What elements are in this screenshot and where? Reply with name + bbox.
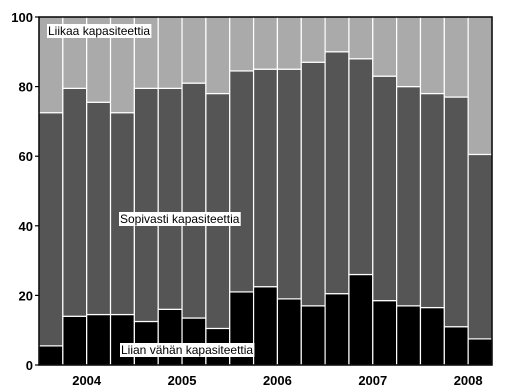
annotation-mid: Sopivasti kapasiteettia bbox=[119, 212, 241, 226]
x-tick-label-2007: 2007 bbox=[358, 373, 387, 388]
annotation-bg-low bbox=[120, 343, 255, 357]
bar-segment-low-14 bbox=[372, 300, 398, 366]
bar-segment-high-8 bbox=[229, 16, 255, 72]
annotation-bg-mid bbox=[119, 212, 241, 226]
bar-segment-mid-11 bbox=[300, 61, 326, 307]
bar-segment-mid-13 bbox=[348, 58, 374, 276]
bar-segment-low-0 bbox=[38, 345, 64, 366]
bar-segment-mid-15 bbox=[396, 85, 422, 307]
bar-segment-low-1 bbox=[62, 315, 88, 366]
bar-segment-high-11 bbox=[300, 16, 326, 63]
bar-segment-high-12 bbox=[324, 16, 350, 53]
annotation-low: Liian vähän kapasiteettia bbox=[120, 343, 255, 357]
bar-segment-mid-1 bbox=[62, 87, 88, 317]
x-tick-label-2008: 2008 bbox=[454, 373, 483, 388]
annotation-text-low: Liian vähän kapasiteettia bbox=[121, 343, 253, 357]
bar-segment-mid-5 bbox=[157, 87, 183, 310]
bar-segment-mid-7 bbox=[205, 92, 231, 330]
bar-segment-high-7 bbox=[205, 16, 231, 95]
bar-segment-low-10 bbox=[276, 298, 302, 366]
y-tick-label-20: 20 bbox=[19, 288, 33, 303]
bar-segment-high-16 bbox=[419, 16, 445, 95]
bar-segment-high-9 bbox=[252, 16, 279, 70]
bar-segment-low-6 bbox=[181, 317, 207, 366]
bar-segment-mid-16 bbox=[419, 92, 445, 309]
bar-segment-low-15 bbox=[396, 305, 422, 366]
bar-segment-low-3 bbox=[109, 313, 135, 366]
y-tick-label-0: 0 bbox=[26, 358, 33, 373]
plot-frame bbox=[38, 16, 493, 366]
bar-segment-high-14 bbox=[372, 16, 398, 77]
bar-segment-high-10 bbox=[276, 16, 302, 70]
bar-segment-mid-6 bbox=[181, 82, 207, 319]
bar-segment-low-18 bbox=[467, 338, 493, 366]
annotation-bg-high bbox=[47, 24, 152, 38]
bar-segment-mid-4 bbox=[133, 87, 159, 323]
bar-segment-high-6 bbox=[181, 16, 207, 84]
x-tick-label-2004: 2004 bbox=[72, 373, 102, 388]
y-tick-label-100: 100 bbox=[11, 10, 33, 25]
bar-segment-mid-0 bbox=[38, 112, 64, 347]
bar-segment-mid-2 bbox=[86, 101, 112, 316]
bar-segment-low-13 bbox=[348, 273, 374, 366]
annotation-text-mid: Sopivasti kapasiteettia bbox=[120, 212, 240, 226]
bar-segment-low-2 bbox=[86, 313, 112, 366]
bar-segment-high-15 bbox=[396, 16, 422, 88]
x-tick-label-2006: 2006 bbox=[263, 373, 292, 388]
bar-segment-high-13 bbox=[348, 16, 374, 60]
y-axis: 0 20 40 60 80 100 bbox=[11, 10, 39, 373]
annotation-text-high: Liikaa kapasiteettia bbox=[48, 24, 150, 38]
bar-segment-mid-12 bbox=[324, 51, 350, 295]
bar-segment-low-16 bbox=[419, 306, 445, 366]
bar-segment-low-9 bbox=[252, 286, 279, 366]
bar-segment-mid-9 bbox=[252, 68, 279, 288]
bar-segment-high-17 bbox=[443, 16, 469, 98]
bar-segment-low-17 bbox=[443, 326, 469, 366]
bar-segment-mid-10 bbox=[276, 68, 302, 300]
annotations-group: Liikaa kapasiteettia Sopivasti kapasiteet… bbox=[47, 24, 255, 357]
y-tick-label-80: 80 bbox=[19, 80, 33, 95]
bar-segment-high-5 bbox=[157, 16, 183, 89]
bar-segment-mid-8 bbox=[229, 70, 255, 293]
bars-group bbox=[38, 16, 493, 366]
y-tick-label-60: 60 bbox=[19, 149, 33, 164]
bar-segment-low-11 bbox=[300, 305, 326, 366]
annotation-high: Liikaa kapasiteettia bbox=[47, 24, 152, 38]
bar-segment-mid-14 bbox=[372, 75, 398, 302]
x-tick-label-2005: 2005 bbox=[168, 373, 197, 388]
y-tick-label-40: 40 bbox=[19, 219, 33, 234]
bar-segment-mid-18 bbox=[467, 153, 493, 340]
bar-segment-low-12 bbox=[324, 293, 350, 366]
bar-segment-mid-17 bbox=[443, 96, 469, 328]
bar-segment-high-18 bbox=[467, 16, 493, 156]
x-axis: 2004 2005 2006 2007 2008 bbox=[72, 373, 482, 388]
